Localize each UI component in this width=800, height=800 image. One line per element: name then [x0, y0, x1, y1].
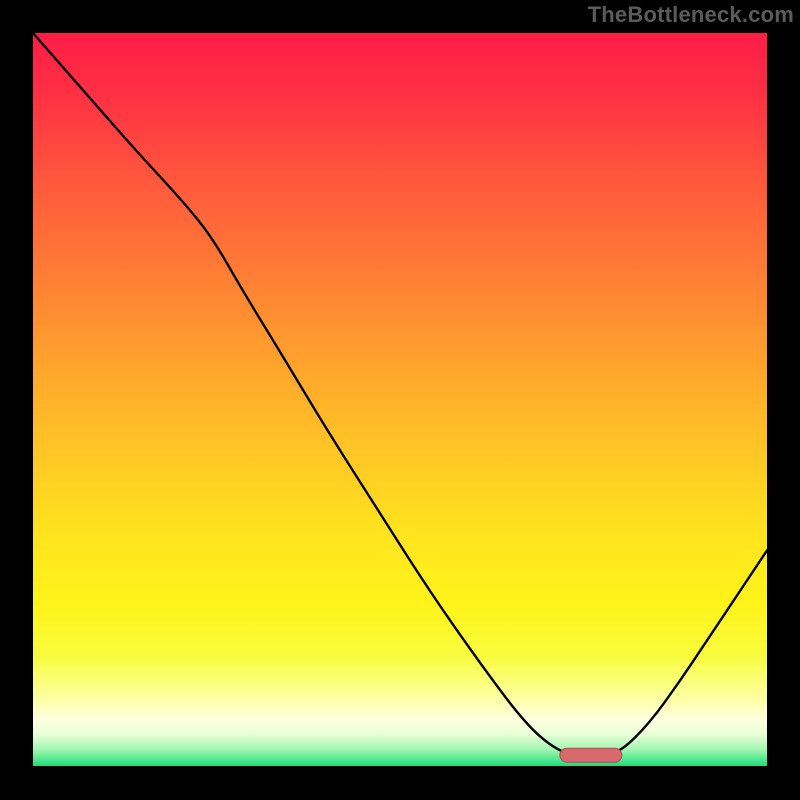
optimal-marker [560, 748, 622, 762]
chart-frame: TheBottleneck.com [0, 0, 800, 800]
gradient-background [33, 33, 767, 767]
watermark-text: TheBottleneck.com [588, 2, 794, 28]
bottleneck-chart [33, 33, 767, 767]
